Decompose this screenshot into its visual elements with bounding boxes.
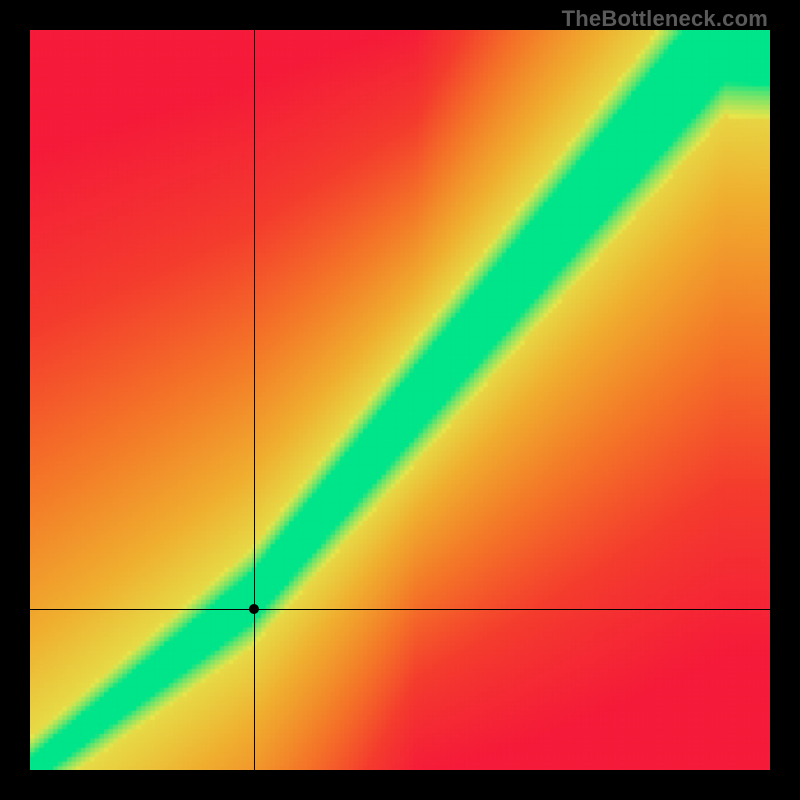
plot-area: [30, 30, 770, 770]
heatmap-canvas: [30, 30, 770, 770]
watermark-text: TheBottleneck.com: [562, 6, 768, 32]
chart-container: TheBottleneck.com: [0, 0, 800, 800]
